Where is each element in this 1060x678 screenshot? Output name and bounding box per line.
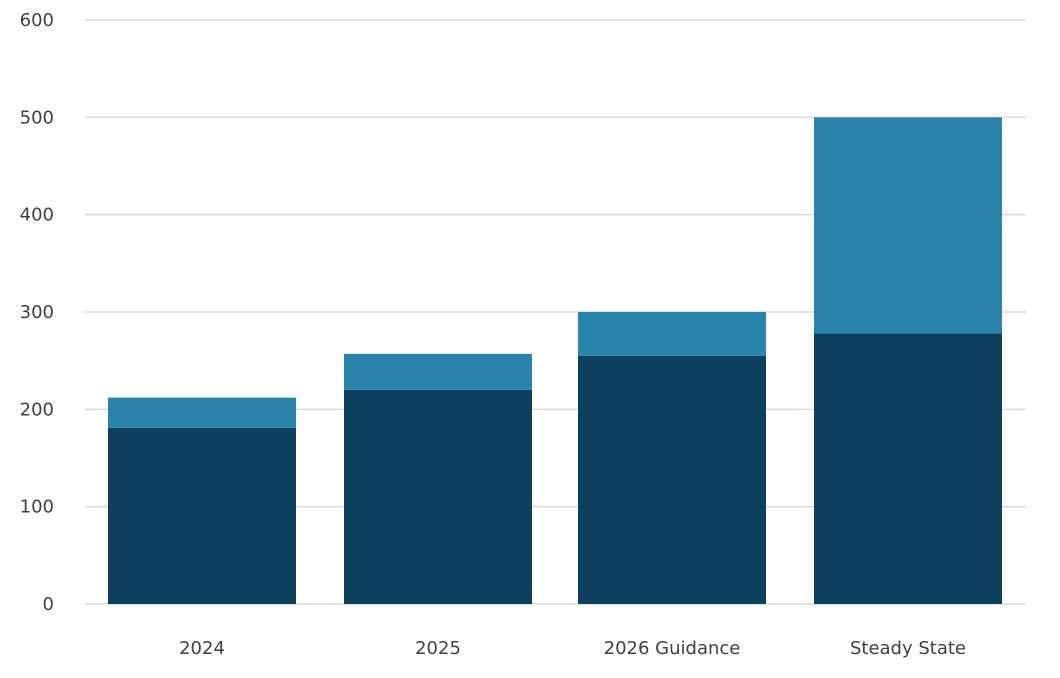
bar-segment-series-2	[108, 397, 296, 428]
y-tick-label: 500	[20, 107, 54, 128]
y-tick-label: 200	[20, 399, 54, 420]
x-axis-category-labels: 2024 2025 2026 Guidance Steady State	[179, 638, 966, 659]
bar-segment-series-2	[578, 312, 766, 356]
bars	[108, 117, 1002, 604]
bar-segment-series-1	[578, 355, 766, 604]
bar-segment-series-2	[814, 117, 1002, 334]
y-tick-label: 400	[20, 205, 54, 226]
x-category-label: 2024	[179, 638, 225, 659]
y-tick-label: 0	[43, 594, 54, 615]
bar-segment-series-1	[814, 333, 1002, 604]
y-axis-tick-labels: 0 100 200 300 400 500 600	[20, 10, 54, 615]
y-tick-label: 100	[20, 497, 54, 518]
x-category-label: Steady State	[850, 638, 966, 659]
x-category-label: 2026 Guidance	[604, 638, 741, 659]
bar-segment-series-2	[344, 353, 532, 390]
bar-segment-series-1	[344, 389, 532, 604]
y-tick-label: 300	[20, 302, 54, 323]
x-category-label: 2025	[415, 638, 461, 659]
bar-segment-series-1	[108, 427, 296, 604]
y-tick-label: 600	[20, 10, 54, 31]
